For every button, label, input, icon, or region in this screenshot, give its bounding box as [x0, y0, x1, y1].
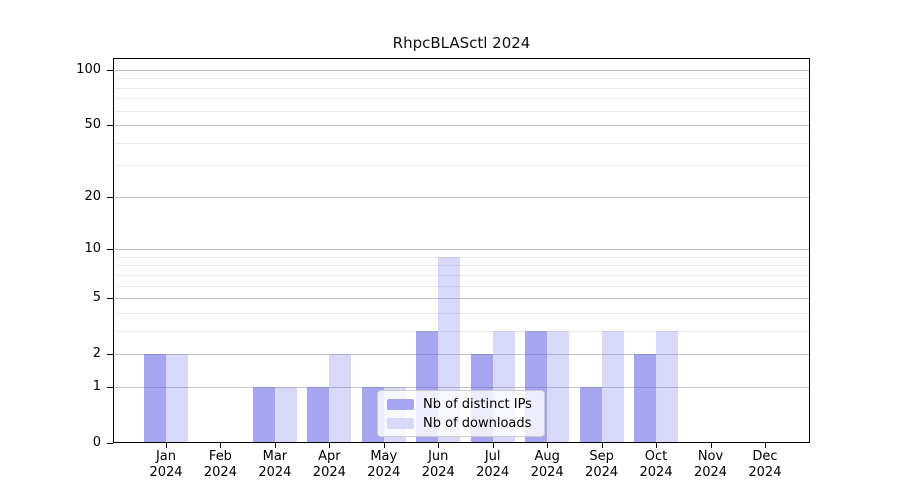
gridline-minor	[114, 285, 809, 287]
downloads-bar-sep	[601, 330, 624, 442]
x-tick-mark	[764, 443, 766, 448]
x-tick-label-oct: Oct 2024	[639, 449, 673, 480]
gridline-major	[114, 298, 809, 300]
gridline-minor	[114, 256, 809, 258]
gridline-major	[114, 70, 809, 71]
gridline-major	[114, 249, 809, 251]
x-tick-mark	[329, 443, 331, 448]
x-tick-label-feb: Feb 2024	[203, 449, 237, 480]
x-tick-label-nov: Nov 2024	[693, 449, 728, 480]
downloads-bar-oct	[656, 330, 679, 442]
x-tick-mark	[492, 443, 494, 448]
x-tick-mark	[438, 443, 440, 448]
y-tick-label-2: 2	[92, 346, 101, 362]
y-tick-label-1: 1	[92, 378, 101, 394]
downloads-bar-mar	[274, 386, 297, 442]
y-tick-mark	[107, 196, 113, 198]
gridline-major	[114, 386, 809, 388]
x-tick-label-mar: Mar 2024	[258, 449, 292, 480]
y-tick-mark	[107, 249, 113, 251]
gridline-minor	[114, 265, 809, 267]
x-tick-mark	[710, 443, 712, 448]
legend-item-downloads: Nb of downloads	[387, 416, 535, 431]
x-tick-label-may: May 2024	[367, 449, 401, 480]
distinct-ips-bar-oct	[634, 354, 657, 442]
y-tick-label-5: 5	[92, 290, 101, 306]
legend-swatch-downloads-icon	[387, 417, 414, 429]
x-tick-mark	[274, 443, 276, 448]
y-tick-mark	[107, 125, 113, 127]
x-tick-label-jun: Jun 2024	[421, 449, 455, 480]
y-tick-label-0: 0	[92, 435, 101, 450]
x-tick-label-apr: Apr 2024	[312, 449, 346, 480]
downloads-bar-jan	[166, 354, 188, 442]
gridline-minor	[114, 110, 809, 112]
x-tick-mark	[220, 443, 222, 448]
legend-label-distinct-ips: Nb of distinct IPs	[423, 396, 532, 412]
y-tick-label-20: 20	[84, 188, 101, 204]
x-tick-mark	[166, 443, 167, 448]
gridline-minor	[114, 312, 809, 314]
downloads-bar-aug	[547, 330, 570, 442]
distinct-ips-bar-jan	[144, 354, 166, 442]
gridline-minor	[114, 274, 809, 276]
gridline-major	[114, 196, 809, 198]
legend: Nb of distinct IPs Nb of downloads	[377, 390, 545, 437]
x-tick-label-sep: Sep 2024	[585, 449, 619, 480]
y-tick-mark	[107, 298, 113, 300]
gridline-minor	[114, 142, 809, 144]
plot-area	[113, 58, 810, 443]
gridline-minor	[114, 78, 809, 80]
y-tick-mark	[107, 386, 113, 388]
legend-swatch-distinct-ips-icon	[387, 398, 414, 410]
distinct-ips-bar-sep	[579, 386, 602, 442]
y-tick-label-10: 10	[84, 241, 101, 257]
gridline-minor	[114, 165, 809, 167]
legend-item-distinct-ips: Nb of distinct IPs	[387, 397, 535, 412]
y-tick-mark	[107, 354, 113, 356]
legend-label-downloads: Nb of downloads	[423, 415, 532, 431]
distinct-ips-bar-mar	[252, 386, 275, 442]
gridline-major	[114, 125, 809, 127]
y-tick-mark	[107, 443, 113, 444]
x-tick-mark	[547, 443, 549, 448]
y-tick-label-100: 100	[76, 62, 101, 77]
gridline-major	[114, 354, 809, 356]
gridline-minor	[114, 87, 809, 89]
x-tick-label-dec: Dec 2024	[748, 449, 782, 480]
x-tick-label-jul: Jul 2024	[476, 449, 510, 480]
downloads-bar-apr	[329, 354, 352, 442]
gridline-minor	[114, 330, 809, 332]
x-tick-mark	[601, 443, 603, 448]
x-tick-label-jan: Jan 2024	[149, 449, 183, 480]
x-tick-mark	[656, 443, 658, 448]
chart-title: RhpcBLASctl 2024	[392, 34, 531, 52]
x-tick-label-aug: Aug 2024	[530, 449, 564, 480]
y-tick-mark	[107, 70, 113, 71]
distinct-ips-bar-apr	[307, 386, 330, 442]
x-tick-mark	[383, 443, 385, 448]
y-tick-label-50: 50	[84, 117, 101, 133]
gridline-minor	[114, 98, 809, 100]
